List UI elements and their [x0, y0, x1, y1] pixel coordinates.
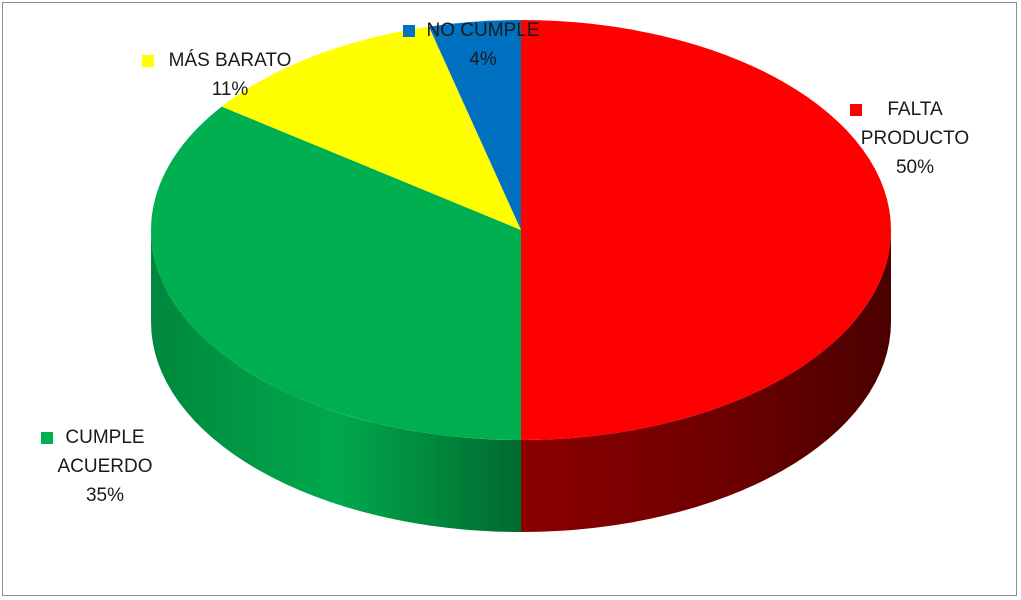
label-percent-mas-barato: 11%	[211, 79, 249, 100]
legend-key-falta-producto	[850, 104, 862, 116]
label-text-no-cumple: NO CUMPLE	[426, 20, 540, 41]
pie-slice-no-cumple	[428, 20, 521, 230]
pie-slice-cumple-acuerdo	[150, 106, 522, 440]
data-label-falta-producto: FALTA PRODUCTO 50%	[840, 95, 990, 182]
pie-slice-mas-barato	[221, 26, 522, 231]
legend-key-cumple-acuerdo	[41, 432, 53, 444]
label-text-acuerdo: ACUERDO	[57, 456, 153, 477]
data-label-mas-barato: MÁS BARATO 11%	[130, 46, 330, 104]
legend-key-mas-barato	[142, 55, 154, 67]
label-percent-falta-producto: 50%	[895, 157, 935, 178]
label-text-mas-barato: MÁS BARATO	[168, 50, 292, 71]
data-label-no-cumple: NO CUMPLE 4%	[393, 16, 573, 74]
legend-key-no-cumple	[403, 25, 415, 37]
pie-side-cumple-acuerdo	[151, 230, 521, 532]
label-percent-cumple-acuerdo: 35%	[85, 485, 125, 506]
label-text-falta: FALTA	[887, 99, 943, 120]
pie-slice-falta-producto	[521, 20, 891, 440]
data-label-cumple-acuerdo: CUMPLE ACUERDO 35%	[30, 423, 180, 510]
label-text-cumple: CUMPLE	[65, 427, 145, 448]
label-text-producto: PRODUCTO	[860, 128, 970, 149]
pie-side-falta-producto	[521, 230, 891, 532]
label-percent-no-cumple: 4%	[469, 49, 497, 70]
